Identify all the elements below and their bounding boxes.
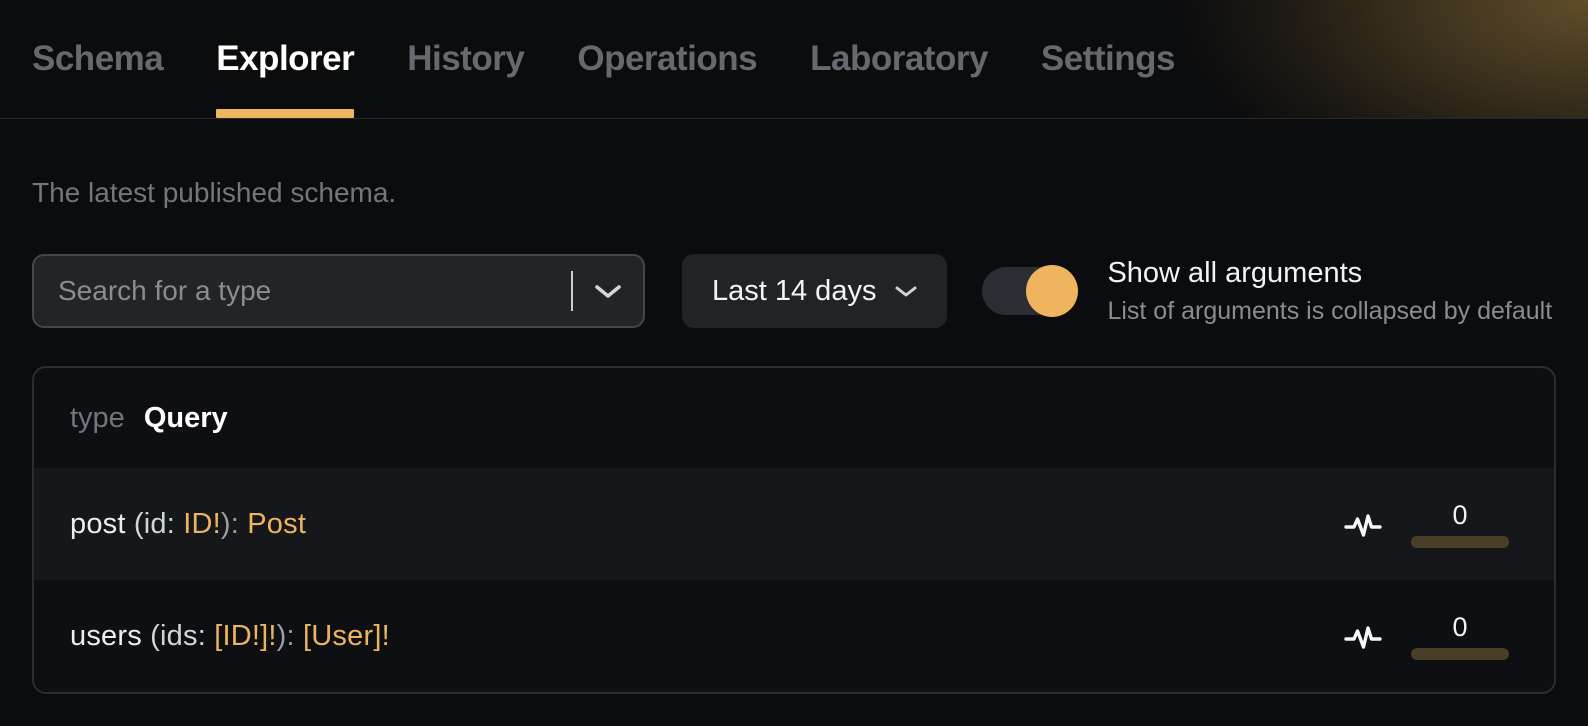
type-link[interactable]: Post xyxy=(247,507,307,540)
page-subtitle: The latest published schema. xyxy=(32,177,397,208)
time-range-dropdown[interactable]: Last 14 days xyxy=(682,254,948,328)
chevron-down-icon xyxy=(895,286,917,296)
signature-text: ): xyxy=(276,619,304,652)
explorer-content: The latest published schema. Last 14 day… xyxy=(0,177,1588,694)
tab-settings[interactable]: Settings xyxy=(1040,39,1176,78)
signature-text: post xyxy=(70,507,134,540)
usage-bar xyxy=(1411,648,1509,660)
toggle-labels: Show all arguments List of arguments is … xyxy=(1107,257,1552,326)
usage-stat: 0 xyxy=(1410,612,1510,660)
type-search-combobox[interactable] xyxy=(32,254,645,328)
usage-bar xyxy=(1411,536,1509,548)
combobox-separator xyxy=(571,271,573,311)
type-link[interactable]: [ID!]! xyxy=(214,619,277,652)
field-metrics: 0 xyxy=(1344,500,1510,548)
usage-stat: 0 xyxy=(1410,500,1510,548)
type-header: type Query xyxy=(34,368,1554,468)
usage-count: 0 xyxy=(1452,500,1468,530)
controls-row: Last 14 days Show all arguments List of … xyxy=(32,254,1556,328)
type-name-link[interactable]: Query xyxy=(143,401,228,434)
field-signature: post (id: ID!): Post xyxy=(70,508,306,541)
activity-sparkline-icon xyxy=(1344,626,1382,649)
field-list: post (id: ID!): Post 0 users (ids: [ID!]!)… xyxy=(34,468,1554,692)
type-keyword: type xyxy=(70,401,125,434)
field-row: post (id: ID!): Post 0 xyxy=(34,468,1554,580)
tab-schema[interactable]: Schema xyxy=(32,39,164,78)
tab-explorer[interactable]: Explorer xyxy=(216,0,355,118)
tab-operations[interactable]: Operations xyxy=(577,39,758,78)
type-search-input[interactable] xyxy=(34,256,571,326)
top-nav: Schema Explorer History Operations Labor… xyxy=(0,0,1588,119)
show-all-arguments-control: Show all arguments List of arguments is … xyxy=(982,257,1552,326)
type-link[interactable]: [User]! xyxy=(303,619,390,652)
field-metrics: 0 xyxy=(1344,612,1510,660)
toggle-knob xyxy=(1026,265,1079,317)
field-signature: users (ids: [ID!]!): [User]! xyxy=(70,620,390,653)
time-range-value: Last 14 days xyxy=(712,274,877,307)
chevron-down-icon[interactable] xyxy=(594,283,622,300)
activity-sparkline-icon xyxy=(1344,514,1382,537)
field-row: users (ids: [ID!]!): [User]! 0 xyxy=(34,580,1554,692)
show-all-arguments-toggle[interactable] xyxy=(982,265,1079,317)
usage-count: 0 xyxy=(1452,612,1468,642)
signature-text: ): xyxy=(220,507,248,540)
tab-history[interactable]: History xyxy=(407,39,525,78)
toggle-label: Show all arguments xyxy=(1107,256,1363,289)
signature-text: (ids: xyxy=(150,619,215,652)
type-link[interactable]: ID! xyxy=(183,507,221,540)
tab-laboratory[interactable]: Laboratory xyxy=(810,39,988,78)
toggle-description: List of arguments is collapsed by defaul… xyxy=(1107,296,1553,325)
type-card: type Query post (id: ID!): Post 0 users (i… xyxy=(32,366,1556,694)
signature-text: users xyxy=(70,619,151,652)
signature-text: (id: xyxy=(133,507,184,540)
